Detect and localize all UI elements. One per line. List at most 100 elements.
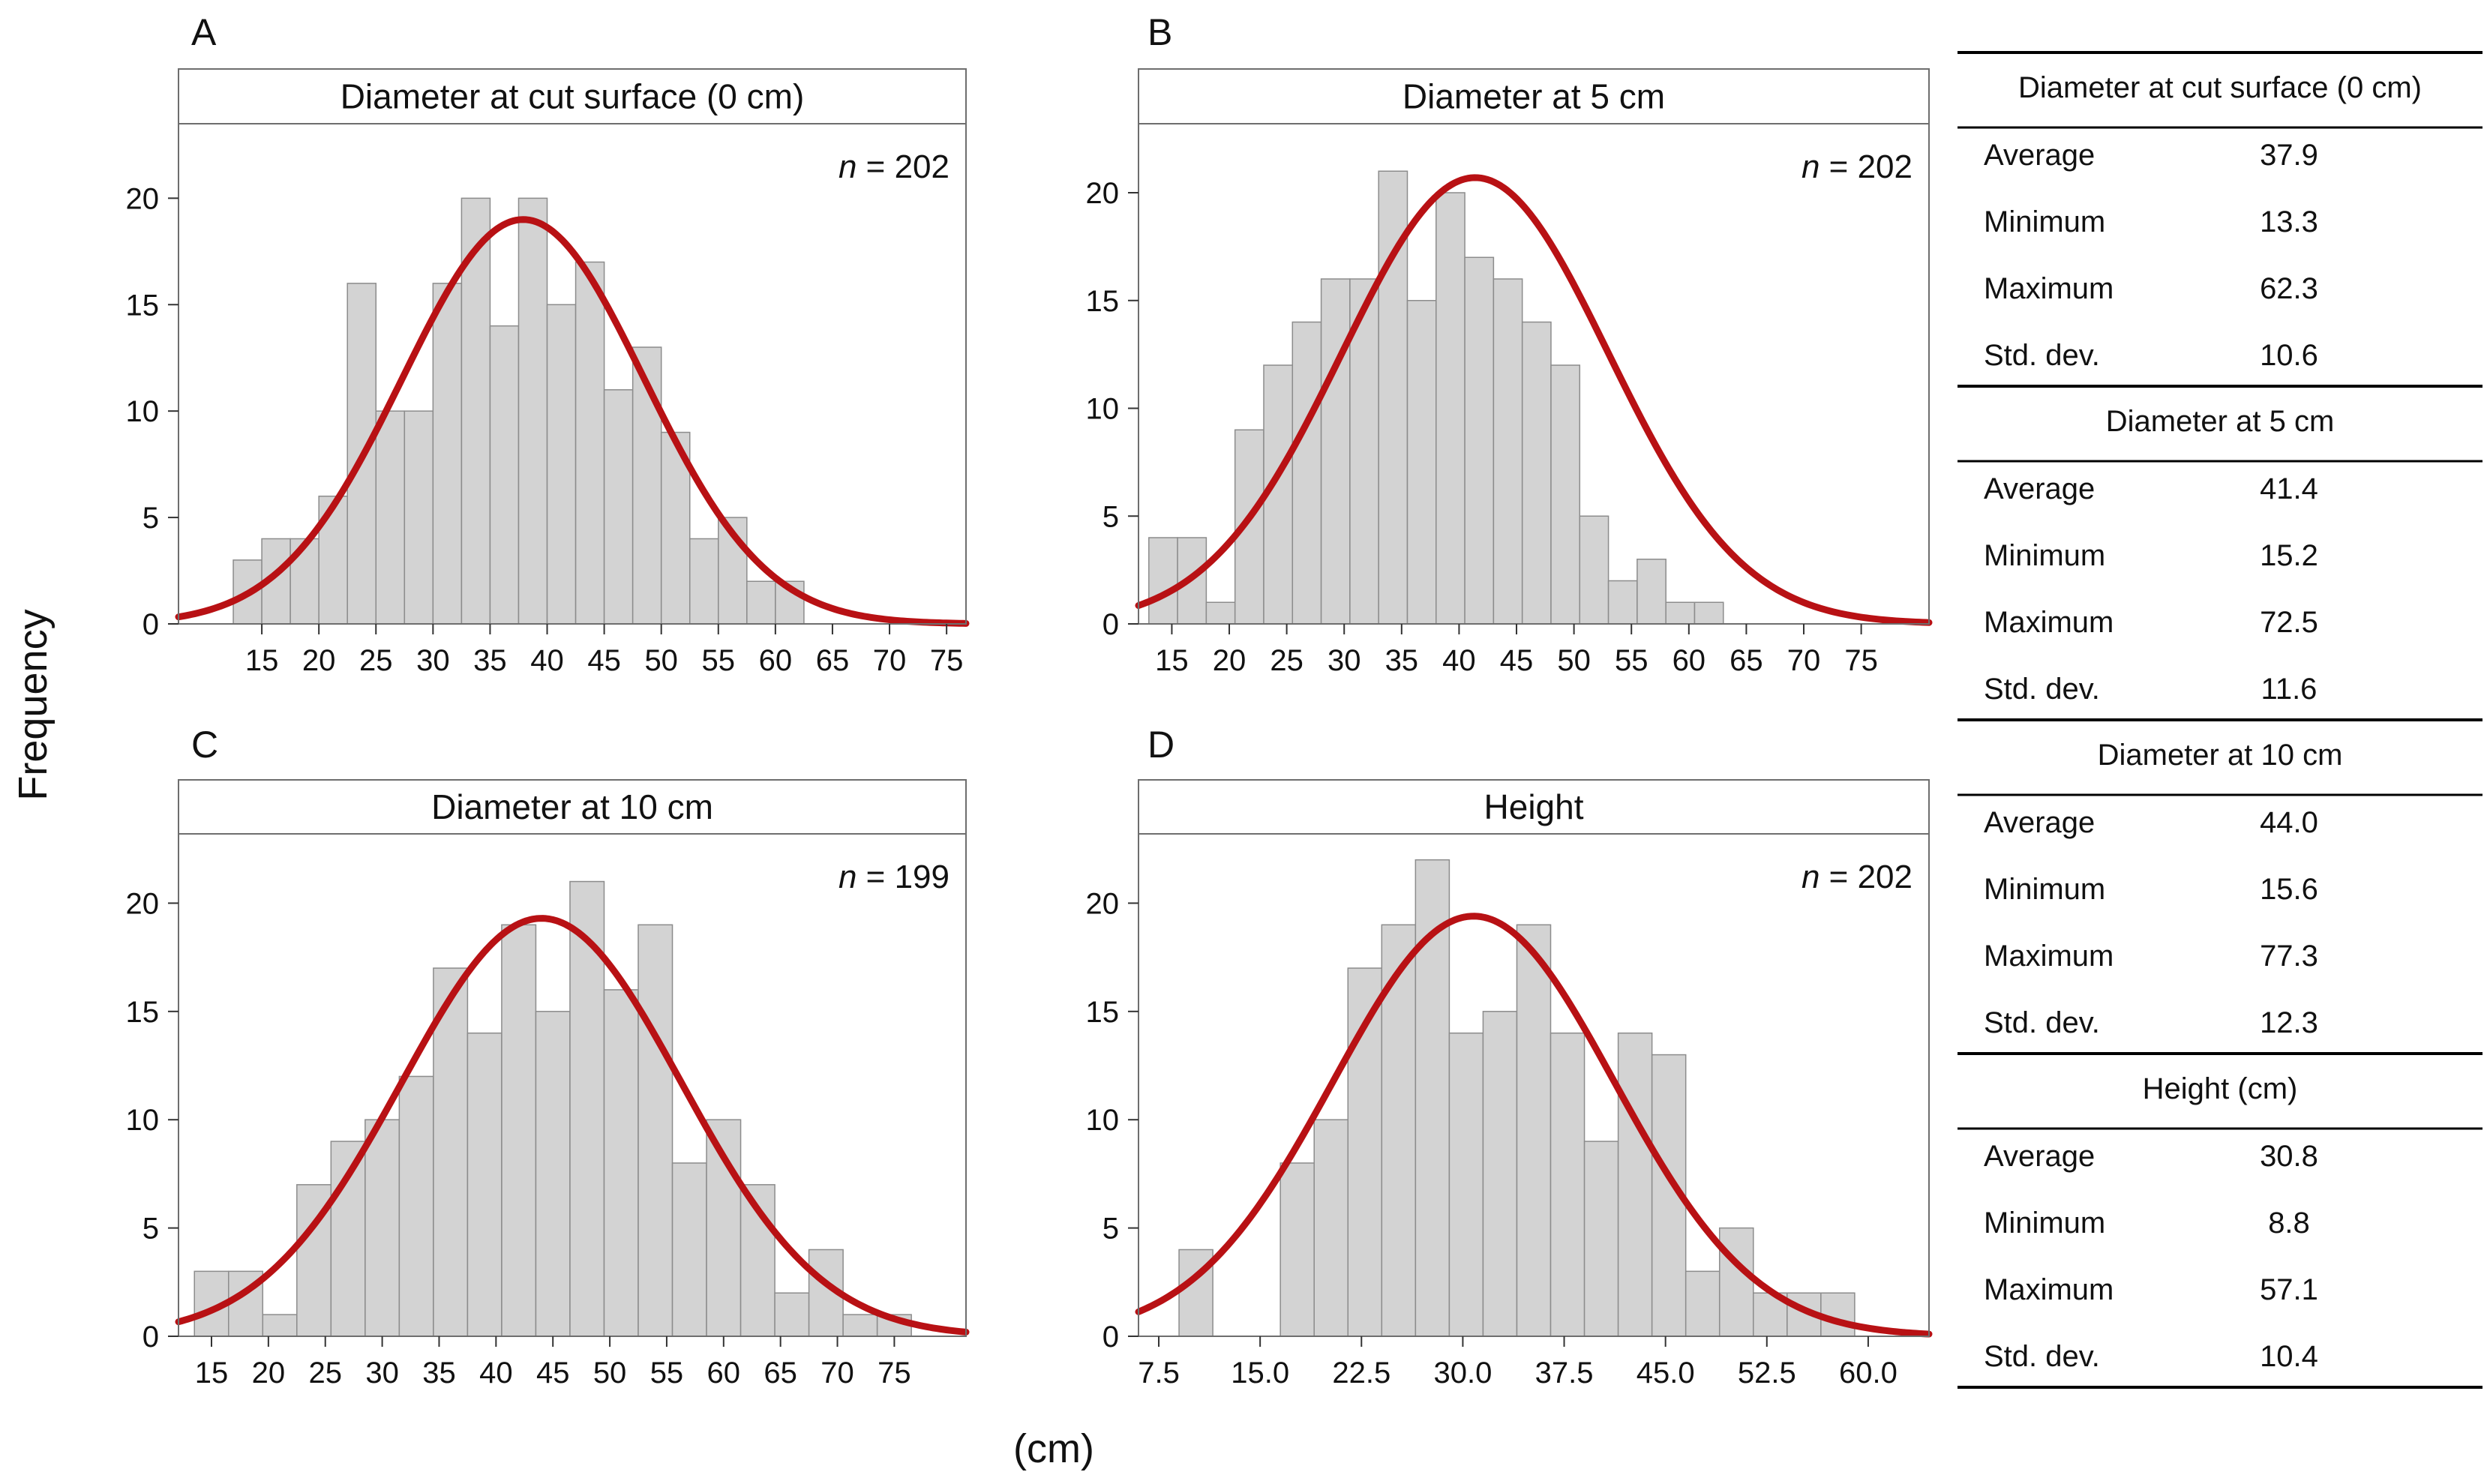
table-row-value: 13.3: [2260, 205, 2318, 238]
sample-size-value: = 202: [1820, 148, 1912, 185]
x-tick-label: 22.5: [1332, 1357, 1390, 1390]
y-tick-label: 5: [142, 1213, 159, 1246]
normal-fit-curve: [1135, 174, 1933, 626]
histogram-bar: [398, 1075, 434, 1337]
x-tick-label: 30: [416, 644, 450, 677]
histogram-bar: [501, 924, 537, 1337]
histogram-bar: [1550, 1032, 1586, 1337]
x-tick-label: 35: [422, 1357, 456, 1390]
table-row-value: 62.3: [2260, 272, 2318, 305]
x-tick-label: 30.0: [1433, 1357, 1492, 1390]
table-row-label: Minimum: [1984, 1207, 2105, 1240]
sample-size-label: n = 199: [838, 859, 950, 895]
histogram-bar: [489, 325, 520, 625]
x-tick-label: 60.0: [1839, 1357, 1898, 1390]
histogram-bar: [1521, 321, 1552, 625]
histogram-bar: [518, 197, 548, 625]
x-tick-label: 37.5: [1535, 1357, 1594, 1390]
panel-title: Diameter at 10 cm: [431, 787, 713, 826]
y-tick-label: 10: [126, 395, 160, 428]
x-tick-label: 30: [1328, 644, 1361, 677]
x-tick-label: 55: [702, 644, 736, 677]
x-tick-label: 70: [873, 644, 907, 677]
x-tick-label: 15: [245, 644, 279, 677]
x-tick-label: 75: [930, 644, 964, 677]
x-tick-label: 20: [1213, 644, 1246, 677]
histogram-bar: [1378, 170, 1408, 625]
table-row-label: Std. dev.: [1984, 1006, 2100, 1039]
histogram-bar: [1636, 559, 1666, 625]
normal-fit-curve: [175, 915, 970, 1336]
x-tick-label: 40: [1442, 644, 1476, 677]
x-tick-label: 50: [644, 644, 678, 677]
plot-frame: [178, 123, 967, 625]
histogram-bar: [1694, 601, 1724, 625]
sample-size-symbol: n: [838, 859, 856, 895]
table-row-value: 15.6: [2260, 873, 2318, 906]
table-row-value: 15.2: [2260, 539, 2318, 572]
x-tick-label: 75: [1844, 644, 1878, 677]
x-tick-label: 70: [1787, 644, 1821, 677]
histogram-bar: [1665, 601, 1696, 625]
sample-size-value: = 202: [1820, 859, 1912, 895]
y-tick-label: 5: [1102, 1213, 1119, 1246]
histogram-bar: [1448, 1032, 1484, 1337]
histogram-bar: [1292, 321, 1322, 625]
y-tick-label: 10: [1086, 393, 1120, 426]
histogram-panel-d: D Height 0 5 10 15 20 7.5 15.0 22.5 30.0 37.5 45.0 52…: [1086, 724, 1933, 1390]
table-row-value: 8.8: [2268, 1207, 2310, 1240]
table-row-label: Minimum: [1984, 205, 2105, 238]
panel-header-box: [178, 779, 967, 835]
table-row-label: Std. dev.: [1984, 673, 2100, 706]
x-tick-label: 40: [530, 644, 564, 677]
histogram-bar: [1550, 364, 1581, 625]
histogram-bar: [1406, 300, 1437, 625]
histogram-bar: [1148, 537, 1178, 625]
normal-fit-curve: [1135, 913, 1933, 1338]
x-tick-label: 35: [473, 644, 507, 677]
y-tick-label: 15: [126, 996, 160, 1029]
y-tick-label: 15: [126, 289, 160, 322]
x-tick-label: 45: [536, 1357, 570, 1390]
table-section: Diameter at 5 cm Average 41.4 Minimum 15.2 Ma…: [1958, 405, 2482, 721]
histogram-bar: [1205, 601, 1236, 625]
x-tick-label: 45.0: [1636, 1357, 1695, 1390]
table-row-label: Maximum: [1984, 940, 2114, 973]
y-tick-label: 20: [1086, 177, 1120, 210]
panel-letter: D: [1148, 724, 1174, 766]
table-row-label: Minimum: [1984, 873, 2105, 906]
y-tick-label: 5: [1102, 500, 1119, 533]
table-section: Height (cm) Average 30.8 Minimum 8.8 Maximum 5…: [1958, 1072, 2482, 1389]
histogram-bar: [432, 283, 463, 625]
y-tick-label: 15: [1086, 996, 1120, 1029]
x-tick-label: 52.5: [1738, 1357, 1796, 1390]
y-tick-label: 0: [1102, 608, 1119, 641]
x-tick-label: 7.5: [1138, 1357, 1180, 1390]
histogram-bar: [1579, 515, 1610, 625]
plot-frame: [1138, 833, 1930, 1337]
x-tick-label: 25: [359, 644, 393, 677]
x-tick-label: 45: [1500, 644, 1534, 677]
table-row-value: 10.4: [2260, 1340, 2318, 1373]
x-tick-label: 40: [479, 1357, 513, 1390]
y-tick-label: 0: [142, 608, 159, 641]
histogram-bar: [1464, 256, 1495, 625]
y-tick-label: 10: [1086, 1104, 1120, 1137]
sample-size-symbol: n: [1802, 859, 1820, 895]
table-row-value: 72.5: [2260, 606, 2318, 639]
histogram-bar: [1436, 192, 1466, 625]
histogram-bar: [1617, 1032, 1653, 1337]
histogram-bar: [1583, 1141, 1619, 1337]
y-tick-label: 0: [1102, 1321, 1119, 1354]
histogram-bar: [535, 1011, 571, 1337]
histogram-bar: [375, 410, 406, 625]
table-row-label: Maximum: [1984, 1273, 2114, 1306]
histogram-bar: [1718, 1227, 1754, 1337]
x-tick-label: 30: [365, 1357, 399, 1390]
sample-size-label: n = 202: [838, 148, 950, 185]
histogram-bar: [262, 1314, 298, 1337]
histogram-bar: [404, 410, 434, 625]
histogram-bar: [1313, 1119, 1349, 1337]
table-section: Diameter at cut surface (0 cm) Average 37.…: [1958, 71, 2482, 388]
